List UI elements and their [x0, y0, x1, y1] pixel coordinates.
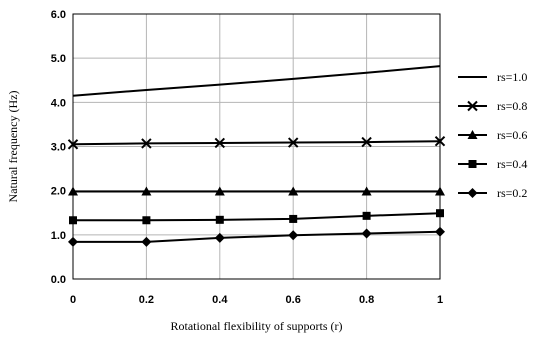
- series-line: [72, 65, 441, 97]
- data-point-marker: [435, 186, 445, 196]
- x-axis-label: Rotational flexibility of supports (r): [171, 319, 343, 333]
- data-point-marker: [361, 228, 372, 239]
- series-rs-0-6: [68, 186, 445, 196]
- y-tick-label: 6.0: [51, 9, 66, 21]
- data-point-marker: [214, 186, 225, 196]
- data-point-marker: [141, 236, 152, 247]
- y-tick-label: 0.0: [51, 274, 66, 286]
- legend: rs=1.0 rs=0.8 rs=0.6 rs=0.4 rs=0.2: [458, 70, 527, 200]
- legend-marker: [467, 130, 478, 139]
- legend-marker: [468, 160, 477, 168]
- legend-entry: rs=0.8: [458, 99, 527, 113]
- data-point-marker: [434, 135, 446, 147]
- grid-lines: [73, 14, 440, 279]
- legend-entry: rs=0.6: [458, 128, 527, 142]
- series-line: [73, 230, 441, 243]
- legend-entry: rs=0.2: [458, 186, 527, 200]
- data-point-marker: [436, 209, 444, 218]
- legend-label: rs=0.8: [497, 99, 527, 113]
- y-axis-label: Natural frequency (Hz): [6, 91, 20, 203]
- x-tick-label: 0: [70, 294, 76, 306]
- series-group: [67, 65, 446, 247]
- data-point-marker: [67, 139, 79, 150]
- legend-label: rs=0.4: [497, 157, 527, 171]
- y-axis-ticks: 0.0 1.0 2.0 3.0 4.0 5.0 6.0: [51, 9, 66, 286]
- x-axis-ticks: 0 0.2 0.4 0.6 0.8 1: [70, 294, 443, 306]
- data-point-marker: [214, 137, 226, 149]
- x-tick-label: 1: [437, 294, 443, 306]
- data-point-marker: [141, 138, 152, 149]
- x-tick-label: 0.6: [286, 294, 301, 306]
- series-line: [73, 212, 441, 222]
- series-rs-0-4: [69, 209, 444, 225]
- y-tick-label: 4.0: [51, 97, 66, 109]
- x-tick-label: 0.8: [359, 294, 374, 306]
- data-point-marker: [141, 186, 152, 196]
- data-point-marker: [435, 226, 445, 237]
- series-rs-1-0: [72, 65, 441, 97]
- data-point-marker: [215, 215, 224, 224]
- legend-marker: [467, 100, 478, 112]
- series-line: [72, 140, 441, 146]
- legend-entry: rs=1.0: [458, 70, 527, 84]
- legend-label: rs=0.6: [497, 128, 527, 142]
- x-tick-label: 0.2: [139, 294, 154, 306]
- legend-label: rs=1.0: [497, 70, 527, 84]
- series-rs-0-8: [67, 135, 446, 150]
- data-point-marker: [214, 232, 225, 243]
- legend-marker: [467, 188, 478, 198]
- legend-entry: rs=0.4: [458, 157, 527, 171]
- legend-label: rs=0.2: [497, 186, 527, 200]
- data-point-marker: [289, 214, 298, 223]
- series-rs-0-2: [68, 226, 445, 247]
- data-point-marker: [361, 136, 372, 148]
- data-point-marker: [68, 186, 78, 196]
- data-point-marker: [68, 236, 78, 247]
- data-point-marker: [287, 137, 299, 148]
- data-point-marker: [142, 216, 151, 225]
- y-tick-label: 2.0: [51, 186, 66, 198]
- data-point-marker: [288, 230, 299, 241]
- y-tick-label: 5.0: [51, 53, 66, 65]
- x-tick-label: 0.4: [212, 294, 228, 306]
- y-tick-label: 1.0: [51, 230, 66, 242]
- data-point-marker: [362, 211, 371, 220]
- plot-frame: [72, 13, 441, 280]
- data-point-marker: [288, 186, 299, 196]
- data-point-marker: [361, 186, 372, 196]
- y-tick-label: 3.0: [51, 142, 66, 154]
- data-point-marker: [69, 216, 77, 225]
